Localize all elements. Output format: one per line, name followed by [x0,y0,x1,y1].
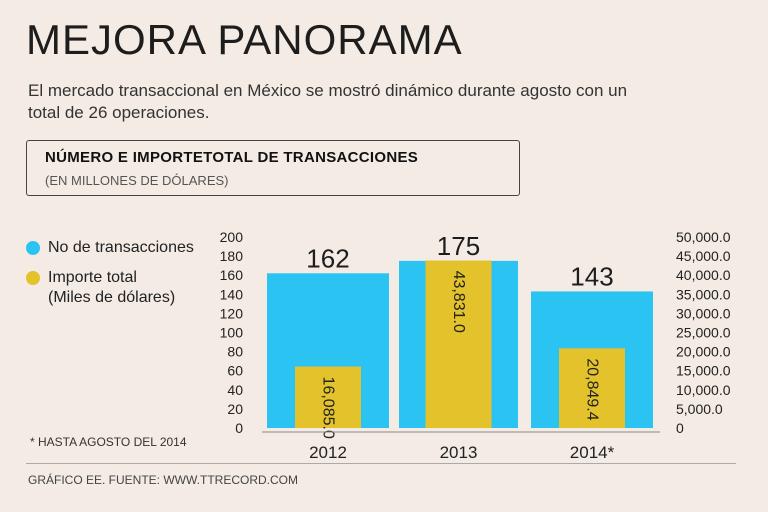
legend-item-transactions: No de transacciones [26,238,194,258]
legend-swatch-amount [26,271,40,285]
x-axis-category-label: 2012 [309,443,347,462]
x-axis-category-label: 2013 [440,443,478,462]
chart-title-box: NÚMERO E IMPORTETOTAL DE TRANSACCIONES (… [26,140,520,196]
left-axis-tick-label: 160 [220,267,244,283]
amount-bar [559,348,625,428]
amount-value-label: 43,831.0 [450,271,467,333]
right-axis-tick-label: 0 [676,420,684,436]
footnote: * HASTA AGOSTO DEL 2014 [30,435,187,449]
right-axis-tick-label: 45,000.0 [676,248,731,264]
left-axis-tick-label: 60 [227,363,243,379]
amount-bar [295,366,361,428]
right-axis-tick-label: 40,000.0 [676,267,731,283]
left-axis-tick-label: 200 [220,229,244,245]
left-axis-tick-label: 180 [220,248,244,264]
legend-swatch-transactions [26,241,40,255]
transactions-value-label: 175 [437,231,480,261]
right-axis-tick-label: 35,000.0 [676,286,731,302]
footer-divider [26,463,736,464]
amount-bar [425,260,492,428]
left-axis-tick-label: 120 [220,305,244,321]
left-axis-tick-label: 80 [227,344,243,360]
right-axis-tick-label: 30,000.0 [676,305,731,321]
chart-units: (EN MILLONES DE DÓLARES) [45,173,229,188]
chart-title: NÚMERO E IMPORTETOTAL DE TRANSACCIONES [45,149,419,166]
left-axis-tick-label: 20 [227,401,243,417]
legend-item-amount: Importe total (Miles de dólares) [26,268,194,308]
amount-value-label: 16,085.0 [320,377,337,439]
right-axis-tick-label: 20,000.0 [676,344,731,360]
amount-value-label: 20,849.4 [584,358,601,420]
transactions-value-label: 143 [570,261,613,291]
legend: No de transacciones Importe total (Miles… [26,238,194,318]
page-title: MEJORA PANORAMA [26,16,463,63]
right-axis-tick-label: 50,000.0 [676,229,731,245]
transactions-value-label: 162 [306,243,349,273]
left-axis-tick-label: 0 [235,420,243,436]
left-axis-tick-label: 100 [220,325,244,341]
source-credit: GRÁFICO EE. FUENTE: WWW.TTRECORD.COM [28,473,298,487]
x-axis-category-label: 2014* [570,443,615,462]
legend-label-amount: Importe total (Miles de dólares) [48,269,176,306]
right-axis-tick-label: 15,000.0 [676,363,731,379]
right-axis-tick-label: 10,000.0 [676,382,731,398]
left-axis-tick-label: 40 [227,382,243,398]
right-axis-tick-label: 5,000.0 [676,401,723,417]
left-axis-tick-label: 140 [220,286,244,302]
page-subtitle: El mercado transaccional en México se mo… [28,81,628,122]
legend-label-transactions: No de transacciones [48,239,194,256]
right-axis-tick-label: 25,000.0 [676,325,731,341]
